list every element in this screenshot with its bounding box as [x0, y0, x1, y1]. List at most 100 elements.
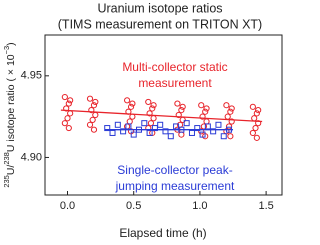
plot-frame — [44, 34, 283, 196]
point — [61, 120, 68, 127]
point — [61, 93, 68, 101]
point — [255, 120, 262, 127]
point — [183, 120, 190, 127]
point — [228, 105, 235, 112]
point — [202, 108, 209, 115]
point — [199, 131, 206, 138]
point — [130, 131, 137, 138]
y-label-part: ) — [5, 42, 17, 46]
y-label-part: U/ — [5, 165, 17, 176]
point — [123, 123, 131, 130]
point — [194, 125, 201, 132]
point — [249, 103, 256, 110]
point — [114, 121, 121, 128]
point — [174, 100, 181, 107]
y-label-part: −3 — [2, 46, 11, 55]
point — [157, 121, 164, 128]
point — [178, 107, 185, 114]
point — [123, 97, 131, 104]
point — [127, 103, 135, 110]
point — [120, 128, 127, 135]
chart: Uranium isotope ratios (TIMS measurement… — [2, 1, 283, 240]
x-tick-label: 1.0 — [192, 200, 207, 212]
point — [203, 118, 210, 125]
point — [89, 116, 96, 123]
series-annotation: Multi-collector static — [122, 60, 227, 74]
point — [215, 121, 222, 128]
point — [64, 115, 71, 122]
x-tick-label: 0.0 — [60, 200, 75, 212]
point — [210, 128, 217, 135]
point — [173, 123, 180, 130]
y-tick-label: 4.95 — [21, 70, 42, 82]
x-axis-label: Elapsed time (h) — [119, 226, 206, 240]
point — [67, 110, 74, 117]
point — [227, 108, 234, 115]
point — [65, 100, 72, 107]
x-tick-label: 0.5 — [126, 200, 141, 212]
point — [136, 126, 143, 133]
point — [86, 121, 94, 128]
point — [90, 126, 98, 133]
point — [252, 124, 259, 132]
chart-subtitle: (TIMS measurement on TRITON XT) — [58, 17, 262, 31]
point — [146, 129, 153, 136]
point — [175, 111, 182, 119]
point — [150, 115, 157, 122]
y-tick-label: 4.90 — [21, 151, 42, 163]
point — [125, 108, 132, 115]
point — [92, 111, 99, 119]
point — [125, 123, 132, 130]
point — [179, 103, 186, 110]
point — [203, 105, 210, 112]
series-annotation: Single-collector peak- — [117, 163, 232, 177]
point — [255, 107, 262, 114]
point — [179, 116, 186, 123]
point — [150, 102, 157, 109]
point — [63, 105, 70, 112]
point — [249, 129, 256, 137]
point — [226, 126, 233, 133]
point — [228, 118, 235, 125]
point — [200, 123, 207, 130]
chart-title: Uranium isotope ratios — [97, 1, 222, 15]
point — [126, 118, 133, 125]
point — [167, 133, 174, 140]
point — [220, 133, 227, 140]
point — [223, 102, 230, 109]
y-label-part: 238 — [2, 152, 11, 165]
point — [151, 125, 158, 132]
y-axis-label: 235U/238U isotope ratio ( × 10−3) — [2, 42, 17, 187]
point — [129, 113, 136, 120]
point — [149, 105, 156, 112]
point — [67, 97, 74, 104]
point — [141, 120, 148, 127]
point — [145, 98, 152, 106]
point — [225, 123, 233, 130]
point — [65, 124, 72, 132]
point — [86, 95, 94, 102]
point — [162, 128, 169, 135]
point — [227, 133, 234, 140]
point — [109, 129, 116, 136]
x-tick-label: 1.5 — [258, 200, 273, 212]
point — [253, 110, 260, 117]
point — [178, 126, 185, 133]
point — [199, 113, 206, 120]
series-annotation: measurement — [138, 76, 212, 90]
y-label-part: U isotope ratio ( × 10 — [5, 54, 17, 152]
series-annotation: jumping measurement — [115, 179, 235, 193]
point — [251, 115, 258, 122]
point — [198, 128, 205, 135]
point — [90, 102, 98, 109]
point — [188, 129, 195, 136]
point — [147, 120, 155, 127]
y-label-part: 235 — [2, 175, 11, 188]
fit-line — [60, 109, 263, 123]
point — [92, 98, 99, 106]
point — [253, 134, 260, 141]
point — [224, 113, 231, 120]
point — [104, 125, 111, 132]
point — [204, 123, 211, 130]
point — [129, 100, 136, 107]
